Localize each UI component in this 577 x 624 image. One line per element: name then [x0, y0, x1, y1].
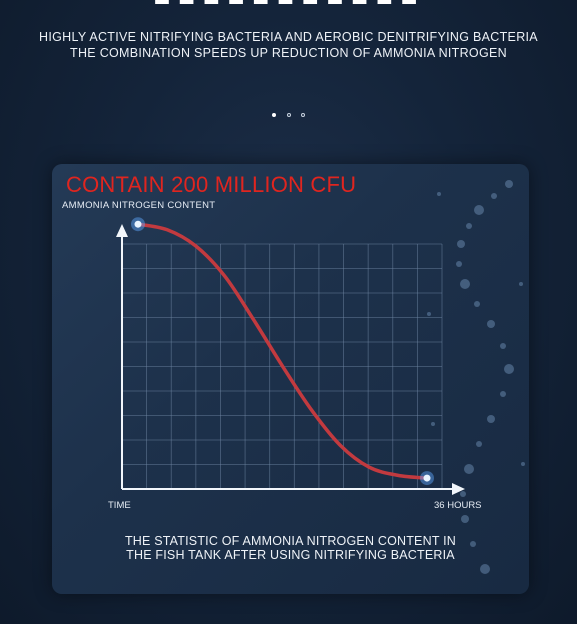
dna-decoration-icon [427, 180, 525, 574]
carousel-dot-3[interactable] [300, 113, 305, 117]
x-axis-arrow-icon [452, 483, 465, 495]
caption-line-2: THE FISH TANK AFTER USING NITRIFYING BAC… [126, 548, 455, 562]
chart-caption: THE STATISTIC OF AMMONIA NITROGEN CONTEN… [52, 534, 529, 562]
end-point-marker [423, 474, 431, 482]
header-line-1: HIGHLY ACTIVE NITRIFYING BACTERIA AND AE… [39, 30, 538, 44]
chart-grid [122, 243, 443, 489]
chart-axes [116, 224, 465, 495]
caption-line-1: THE STATISTIC OF AMMONIA NITROGEN CONTEN… [124, 534, 457, 548]
y-axis-arrow-icon [116, 224, 128, 237]
header-text: HIGHLY ACTIVE NITRIFYING BACTERIA AND AE… [0, 29, 577, 61]
x-axis-start-label: TIME [108, 500, 131, 511]
y-axis-label: AMMONIA NITROGEN CONTENT [62, 200, 216, 211]
carousel-dots [0, 104, 577, 122]
chart-panel: CONTAIN 200 MILLION CFU AMMONIA NITROGEN… [52, 164, 529, 594]
ammonia-chart [116, 217, 465, 495]
series-line [136, 222, 429, 480]
top-heading-partial: ▮▮▮▮▮▮▮▮▮▮▮ [0, 0, 577, 4]
cfu-highlight: CONTAIN 200 MILLION CFU [66, 172, 357, 197]
header-line-2: THE COMBINATION SPEEDS UP REDUCTION OF A… [70, 46, 507, 60]
carousel-dot-1[interactable] [272, 113, 277, 117]
carousel-dot-2[interactable] [286, 113, 291, 117]
x-axis-end-label: 36 HOURS [434, 500, 482, 511]
start-point-marker [134, 220, 142, 228]
